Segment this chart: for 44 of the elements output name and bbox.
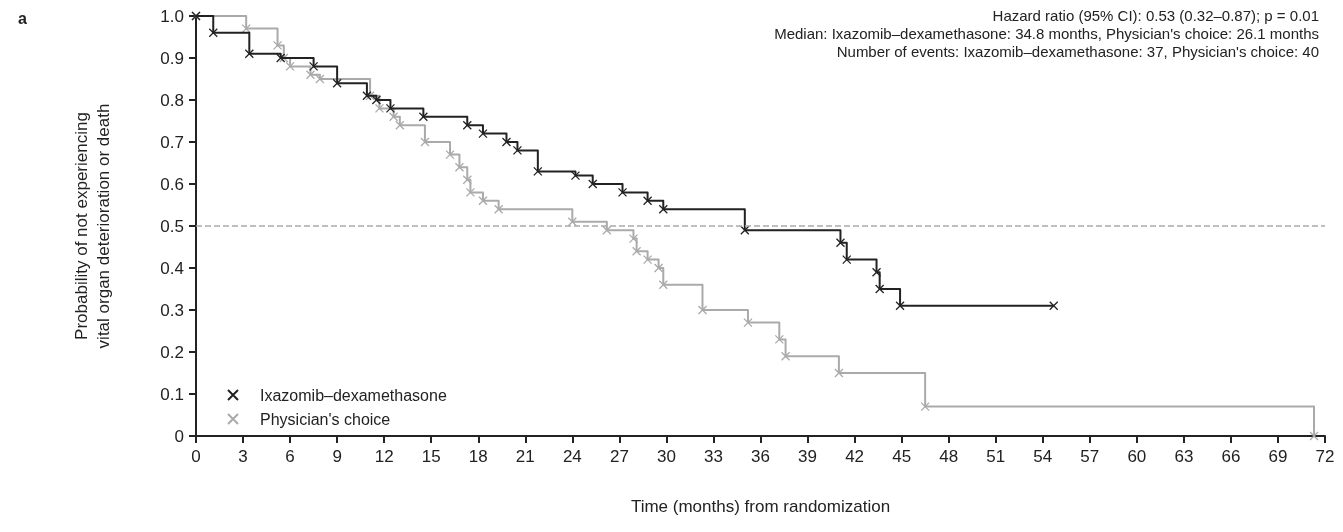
y-tick-label: 0.1 (160, 384, 184, 404)
annotation: Hazard ratio (95% CI): 0.53 (0.32–0.87); p = 0.01 (992, 7, 1319, 24)
x-tick-label: 12 (374, 447, 394, 466)
x-tick-label: 54 (1033, 447, 1053, 466)
x-axis-title: Time (months) from randomization (630, 497, 891, 516)
y-tick-label: 0.3 (160, 300, 184, 320)
x-tick-label: 3 (238, 447, 248, 466)
x-tick-label: 27 (609, 447, 629, 466)
y-tick-label: 0.4 (160, 258, 184, 278)
text: a (18, 9, 27, 27)
annotation: Median: Ixazomib–dexamethasone: 34.8 months, Physician's choice: 26.1 months (774, 25, 1319, 42)
y-tick-label: 0 (174, 426, 184, 446)
y-axis-title: Probability of not experiencing vital organ deterioration or death (71, 103, 113, 349)
x-tick-label: 60 (1127, 447, 1147, 466)
x-tick-label: 72 (1315, 447, 1335, 466)
y-tick-label: 0.8 (160, 90, 184, 110)
x-tick-label: 18 (468, 447, 488, 466)
legend-label: Physician's choice (260, 410, 391, 428)
x-tick-label: 39 (798, 447, 817, 466)
y-tick-label: 0.5 (160, 216, 184, 236)
x-tick-label: 24 (562, 447, 582, 466)
x-tick-label: 6 (285, 447, 295, 466)
x-tick-label: 0 (191, 447, 201, 466)
x-tick-label: 48 (939, 447, 959, 466)
x-tick-label: 63 (1174, 447, 1194, 466)
y-tick-label: 0.6 (160, 174, 184, 194)
x-tick-label: 66 (1221, 447, 1241, 466)
x-tick-label: 15 (421, 447, 441, 466)
x-tick-label: 51 (986, 447, 1006, 466)
y-tick-label: 0.9 (160, 48, 184, 68)
x-tick-label: 36 (751, 447, 770, 466)
x-tick-label: 45 (892, 447, 912, 466)
x-tick-label: 30 (656, 447, 676, 466)
y-tick-label: 1.0 (160, 6, 184, 26)
x-tick-label: 42 (845, 447, 865, 466)
legend-label: Ixazomib–dexamethasone (260, 386, 447, 404)
y-tick-label: 0.7 (160, 132, 184, 152)
x-tick-label: 9 (332, 447, 342, 466)
x-tick-label: 33 (704, 447, 723, 466)
x-tick-label: 69 (1268, 447, 1288, 466)
y-tick-label: 0.2 (160, 342, 184, 362)
annotation: Number of events: Ixazomib–dexamethasone: 37, Physician's choice: 40 (836, 43, 1319, 60)
x-tick-label: 57 (1080, 447, 1100, 466)
x-tick-label: 21 (515, 447, 535, 466)
